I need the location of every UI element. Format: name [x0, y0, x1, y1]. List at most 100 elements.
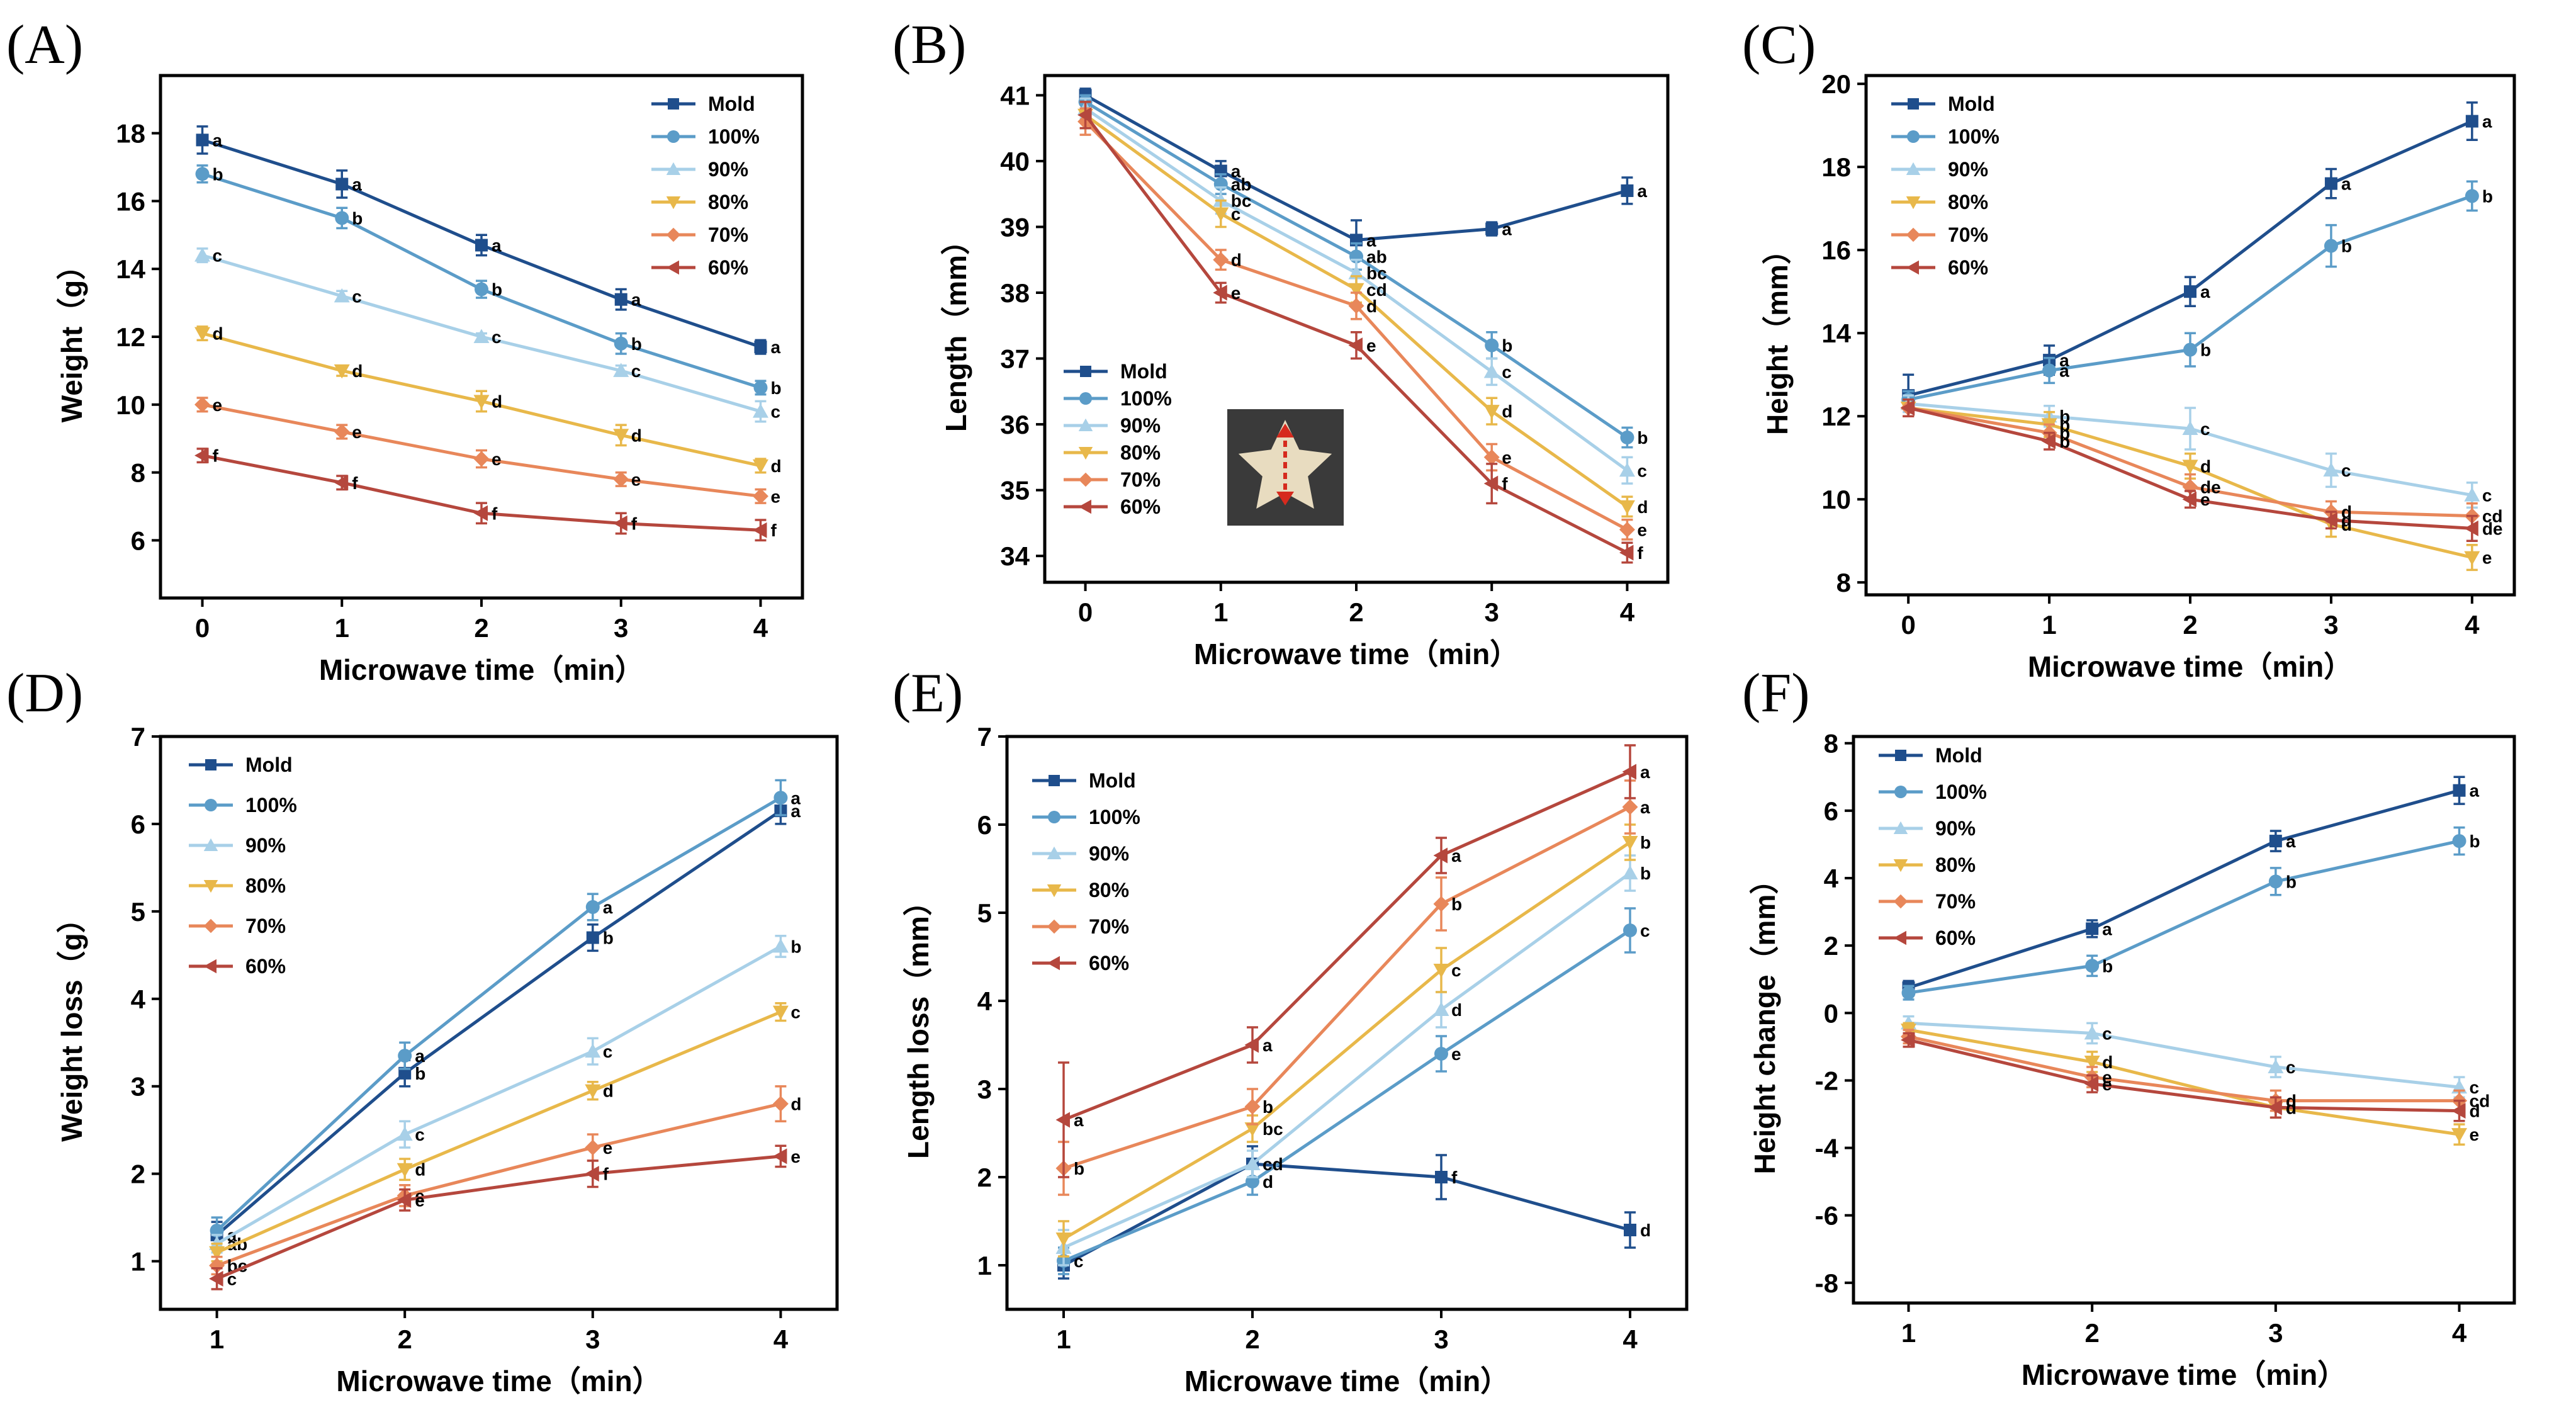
significance-label: a [2286, 832, 2296, 851]
data-point [397, 1163, 413, 1178]
significance-label: a [790, 788, 801, 808]
data-point [1213, 285, 1227, 301]
significance-label: a [2102, 919, 2112, 939]
series-line [1908, 1021, 2460, 1089]
legend-marker [1907, 130, 1920, 143]
significance-label: d [2102, 1052, 2113, 1072]
significance-label: c [213, 246, 223, 266]
legend: Mold 100% 90% 80% 70% 60% [1064, 360, 1172, 518]
series-line [1062, 871, 1631, 1250]
significance-label: b [2341, 237, 2352, 256]
data-point [585, 1043, 601, 1058]
y-tick-label: 7 [977, 722, 992, 752]
legend-label: 100% [1089, 806, 1140, 828]
y-tick-label: 7 [131, 722, 145, 752]
x-axis-title: Microwave time（min） [1194, 638, 1519, 670]
x-axis-title: Microwave time（min） [1184, 1365, 1509, 1397]
data-point [2324, 239, 2338, 253]
data-point [2182, 420, 2198, 435]
legend-label: 90% [1935, 817, 1976, 840]
legend-marker [1047, 956, 1060, 971]
y-tick-label: 8 [131, 458, 145, 488]
legend-marker [1906, 196, 1921, 210]
x-tick-label: 1 [210, 1324, 224, 1354]
data-point [1055, 1112, 1070, 1128]
significance-label: d [352, 361, 363, 381]
data-point [2184, 285, 2196, 298]
significance-label: b [631, 334, 642, 354]
significance-label: d [415, 1160, 425, 1180]
legend-label: 80% [245, 874, 286, 897]
legend-marker [1893, 859, 1908, 872]
x-tick-label: 4 [753, 613, 768, 643]
significance-label: cd [2470, 1092, 2490, 1111]
data-point [2041, 433, 2056, 449]
significance-label: d [2470, 1102, 2480, 1121]
data-point [1622, 764, 1636, 780]
chart-panel-d: (D) 1 2 3 4 1 2 3 4 5 6 7 Microwave time（min） Weight … [6, 663, 839, 1397]
y-tick-label: 5 [131, 897, 145, 927]
significance-label: d [1502, 402, 1512, 421]
significance-label: b [1640, 864, 1651, 883]
legend-marker [203, 918, 218, 934]
x-tick-label: 2 [2183, 610, 2197, 640]
data-point [475, 282, 488, 296]
significance-label: c [1637, 461, 1647, 480]
data-point [334, 475, 349, 491]
significance-label: b [603, 928, 614, 948]
significance-label: d [213, 324, 223, 344]
panel-label: (C) [1742, 14, 1816, 76]
x-tick-label: 1 [335, 613, 349, 643]
data-point [1622, 836, 1638, 850]
data-point [773, 791, 788, 805]
series-100pct: b b b [1901, 826, 2480, 1001]
significance-label: e [603, 1138, 613, 1158]
significance-label: e [631, 470, 641, 489]
significance-label: a [603, 898, 613, 917]
x-tick-label: 3 [2324, 610, 2338, 640]
legend-marker [205, 759, 217, 770]
data-point [1619, 545, 1634, 561]
data-point [1055, 1233, 1072, 1247]
legend-label: 60% [1948, 256, 1988, 279]
significance-label: e [352, 422, 362, 442]
data-point [1900, 400, 1915, 416]
series-80pct: d d d d d [194, 324, 782, 476]
data-point [194, 397, 211, 413]
y-tick-label: 2 [131, 1160, 145, 1189]
legend-marker [205, 799, 217, 811]
legend-marker [1079, 392, 1092, 405]
significance-label: b [790, 937, 801, 956]
significance-label: bc [1366, 264, 1387, 283]
data-point [397, 1126, 413, 1141]
significance-label: de [2200, 477, 2221, 497]
significance-label: e [1366, 336, 1376, 356]
series-60pct: bed de [1900, 398, 2503, 542]
legend-marker [667, 130, 680, 143]
data-point [209, 1270, 223, 1287]
panel-label: (A) [6, 14, 83, 76]
series-90pct: c c c c c [194, 246, 780, 423]
data-point [1619, 500, 1635, 515]
y-tick-label: 40 [1000, 147, 1030, 176]
significance-label: e [1451, 1044, 1461, 1064]
significance-label: e [770, 487, 780, 506]
data-point [2451, 1128, 2467, 1143]
significance-label: b [2059, 407, 2070, 426]
x-tick-label: 2 [1349, 597, 1363, 627]
plot-frame [1005, 735, 1689, 1311]
legend-label: 60% [708, 256, 748, 279]
significance-label: c [1451, 961, 1461, 980]
x-tick-label: 3 [1434, 1324, 1448, 1354]
data-point [195, 167, 210, 181]
legend-marker [1893, 821, 1908, 834]
significance-label: a [1640, 762, 1650, 782]
data-point [2452, 834, 2466, 849]
significance-label: d [1231, 251, 1242, 270]
